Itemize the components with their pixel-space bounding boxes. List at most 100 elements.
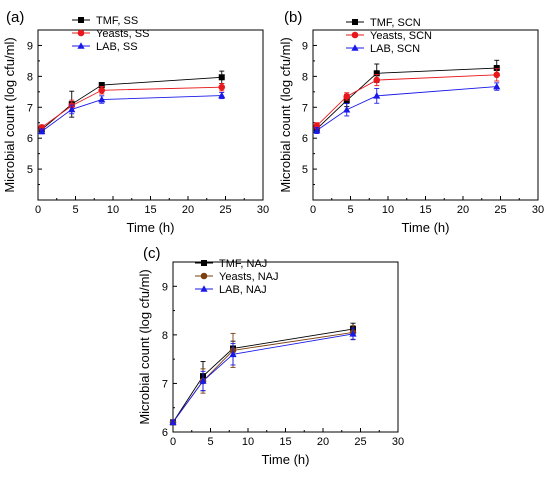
data-point <box>218 74 225 81</box>
data-point <box>169 418 177 426</box>
x-tick-label: 25 <box>354 436 366 448</box>
legend-marker <box>78 17 84 23</box>
x-tick-label: 15 <box>279 436 291 448</box>
series-3 <box>313 82 501 134</box>
data-point <box>373 70 380 77</box>
data-point <box>218 83 226 91</box>
y-tick-label: 6 <box>162 427 168 439</box>
x-tick-label: 30 <box>257 204 269 216</box>
x-tick-label: 30 <box>532 204 544 216</box>
data-point <box>493 82 501 90</box>
legend-marker <box>351 31 359 39</box>
series-line <box>316 86 497 131</box>
y-axis-label: Microbial count (log cfu/ml) <box>137 269 152 424</box>
legend-marker <box>200 285 208 292</box>
x-tick-label: 15 <box>144 204 156 216</box>
y-tick-label: 8 <box>302 71 308 83</box>
data-point <box>38 127 46 135</box>
series-line <box>172 333 354 423</box>
x-tick-label: 10 <box>107 204 119 216</box>
x-axis-label: Time (h) <box>262 452 310 467</box>
y-tick-label: 8 <box>162 330 168 342</box>
x-tick-label: 10 <box>382 204 394 216</box>
series-2 <box>38 83 226 131</box>
x-tick-label: 0 <box>35 204 41 216</box>
series-line <box>172 328 354 423</box>
series-1 <box>38 70 225 133</box>
x-tick-label: 10 <box>242 436 254 448</box>
legend-marker <box>352 19 358 25</box>
legend-label: Yeasts, SS <box>96 28 149 40</box>
y-tick-label: 5 <box>302 164 308 176</box>
x-tick-label: 5 <box>72 204 78 216</box>
legend-label: Yeasts, NAJ <box>219 271 279 283</box>
chart-panel-1: (a) 0 5 10 15 20 25 30 5 6 7 8 9 Time (h) Microbial co… <box>2 9 269 235</box>
legend-label: TMF, SS <box>96 15 138 27</box>
x-axis-label: Time (h) <box>127 220 175 235</box>
y-tick-label: 6 <box>302 133 308 145</box>
y-axis-label: Microbial count (log cfu/ml) <box>278 37 293 192</box>
x-tick-label: 20 <box>182 204 194 216</box>
panel-label: (a) <box>6 9 24 26</box>
data-point <box>98 82 105 89</box>
data-point <box>493 65 500 72</box>
data-point <box>343 93 351 100</box>
panel-label: (b) <box>284 9 302 26</box>
series-2 <box>313 68 501 130</box>
data-point <box>343 105 351 113</box>
x-tick-label: 0 <box>170 436 176 448</box>
x-tick-label: 5 <box>347 204 353 216</box>
series-line <box>41 86 222 128</box>
y-tick-label: 7 <box>162 378 168 390</box>
y-tick-label: 6 <box>27 133 33 145</box>
legend-label: LAB, SS <box>96 41 138 53</box>
x-tick-label: 5 <box>207 436 213 448</box>
y-tick-label: 9 <box>162 281 168 293</box>
legend-marker <box>200 272 208 280</box>
y-tick-label: 9 <box>302 40 308 52</box>
y-tick-label: 5 <box>27 164 33 176</box>
y-tick-label: 8 <box>27 71 33 83</box>
series-3 <box>38 91 226 135</box>
data-point <box>218 91 226 99</box>
data-point <box>493 71 501 79</box>
legend-label: LAB, SCN <box>370 43 420 55</box>
series-line <box>41 95 222 132</box>
y-axis-label: Microbial count (log cfu/ml) <box>2 37 17 192</box>
legend-label: Yeasts, SCN <box>370 30 432 42</box>
data-point <box>68 105 76 113</box>
legend-marker <box>201 260 207 266</box>
x-tick-label: 20 <box>317 436 329 448</box>
legend-marker <box>351 44 359 51</box>
y-tick-label: 9 <box>27 40 33 52</box>
series-1 <box>313 59 500 133</box>
data-point <box>98 95 106 103</box>
x-axis-label: Time (h) <box>402 220 450 235</box>
x-tick-label: 0 <box>310 204 316 216</box>
legend-label: LAB, NAJ <box>219 284 267 296</box>
data-point <box>199 377 207 384</box>
data-point <box>229 350 237 358</box>
series-2 <box>169 325 357 426</box>
chart-panel-3: (c) 0 5 10 15 20 25 30 6 7 8 9 Time (h) Microbial cou… <box>137 245 404 467</box>
data-point <box>98 86 106 94</box>
legend-marker <box>77 29 85 37</box>
data-point <box>313 126 321 134</box>
legend-marker <box>77 42 85 49</box>
data-point <box>349 330 357 337</box>
x-tick-label: 25 <box>219 204 231 216</box>
series-line <box>316 67 497 130</box>
x-tick-label: 30 <box>392 436 404 448</box>
x-tick-label: 20 <box>457 204 469 216</box>
plot-frame <box>172 261 399 433</box>
x-tick-label: 15 <box>419 204 431 216</box>
y-tick-label: 7 <box>302 102 308 114</box>
chart-panel-2: (b) 0 5 10 15 20 25 30 5 6 7 8 9 Time (h) Microbial co… <box>278 9 544 235</box>
y-tick-label: 7 <box>27 102 33 114</box>
data-point <box>373 76 381 84</box>
series-line <box>316 74 497 127</box>
